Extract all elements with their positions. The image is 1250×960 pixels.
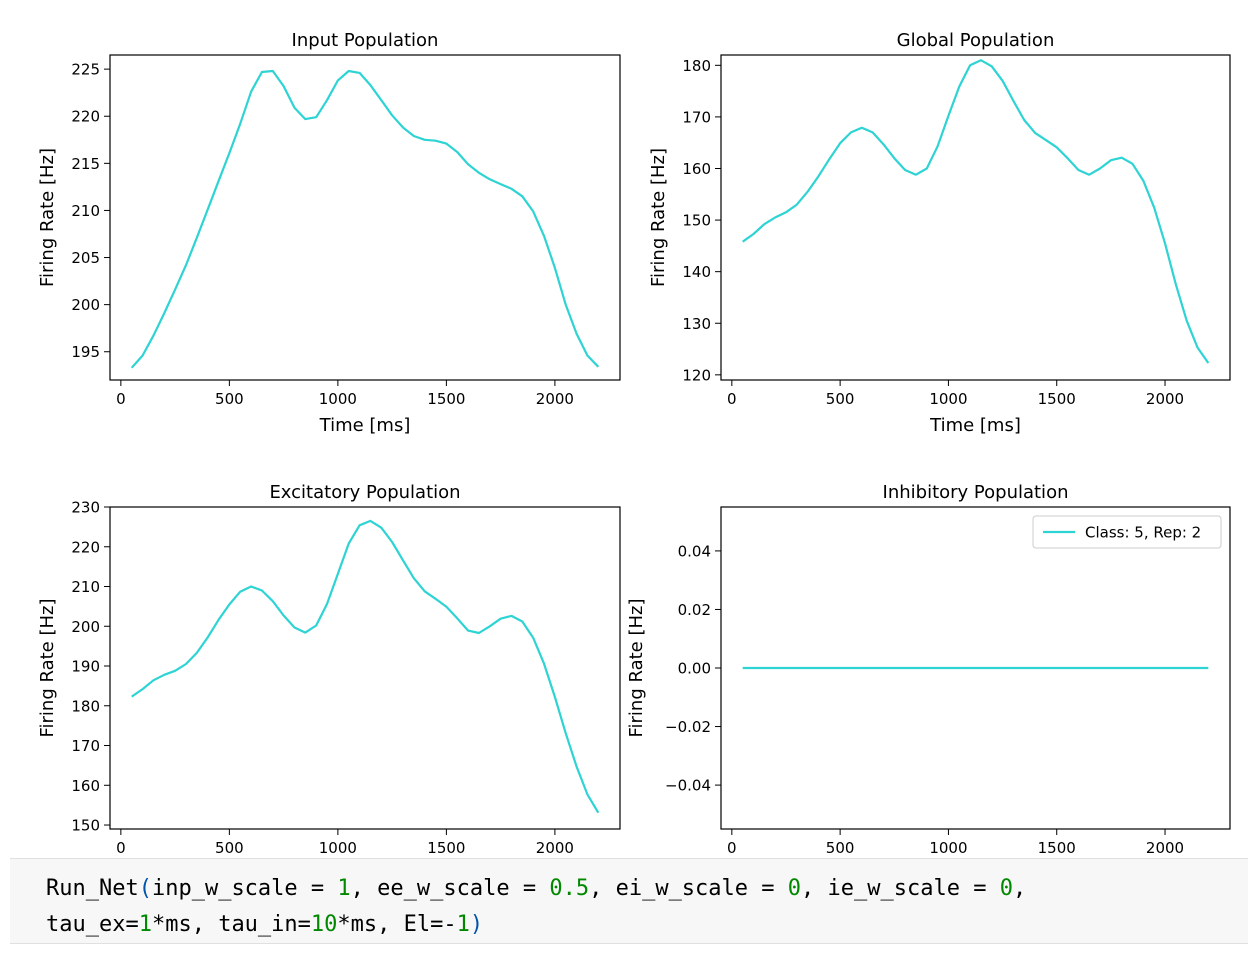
x-tick-label: 1000 bbox=[319, 390, 357, 408]
y-tick-label: 130 bbox=[682, 315, 711, 333]
axes-frame bbox=[109, 54, 621, 381]
x-tick-label: 1000 bbox=[929, 390, 967, 408]
code-paren: ) bbox=[469, 912, 484, 937]
code-number: 1 bbox=[138, 912, 152, 937]
chart-figure: 0 500 1000 1500 2000195200205210215220225Inp… bbox=[37, 30, 1231, 857]
code-text: inp_w_scale = bbox=[151, 876, 338, 901]
legend-label: Class: 5, Rep: 2 bbox=[1085, 524, 1201, 542]
chart-panel-4: 0 500 1000 1500 2000 −0.04 −0.02 0.00 0.02 0.04 In… bbox=[626, 482, 1231, 857]
code-text: *ms, El=- bbox=[337, 912, 457, 937]
y-tick-label: −0.02 bbox=[665, 718, 711, 736]
series-line bbox=[131, 519, 600, 814]
y-tick-label: 170 bbox=[682, 108, 711, 126]
code-text: , ee_w_scale = bbox=[350, 876, 550, 901]
figure-area: 0 500 1000 1500 2000 195 200 205 210 215 220 225 Inp… bbox=[37, 30, 1231, 857]
chart-title: Global Population bbox=[897, 30, 1055, 51]
x-tick-label: 0 bbox=[116, 390, 126, 408]
code-text: tau_ex= bbox=[46, 912, 139, 937]
y-tick-label: 225 bbox=[71, 61, 100, 79]
code-text: Run_Net bbox=[46, 876, 139, 901]
y-axis-label: Firing Rate [Hz] bbox=[626, 598, 647, 737]
code-number: 0 bbox=[787, 876, 802, 901]
y-tick-label: 170 bbox=[71, 737, 100, 755]
series-line bbox=[130, 69, 600, 369]
x-tick-label: 2000 bbox=[536, 390, 574, 408]
code-text: , ie_w_scale = bbox=[801, 876, 1000, 901]
y-tick-label: 0.00 bbox=[678, 660, 711, 678]
x-tick-label: 1500 bbox=[1038, 390, 1076, 408]
y-tick-label: 180 bbox=[71, 697, 100, 715]
chart-title: Inhibitory Population bbox=[883, 482, 1069, 503]
x-tick-label: 500 bbox=[215, 390, 244, 408]
y-tick-label: 220 bbox=[71, 108, 100, 126]
y-tick-label: 200 bbox=[71, 296, 100, 314]
y-tick-label: 200 bbox=[71, 618, 100, 636]
series-line bbox=[742, 59, 1210, 364]
y-tick-label: 140 bbox=[682, 263, 711, 281]
code-cell[interactable]: Run_Net(inp_w_scale = 1, ee_w_scale = 0.… bbox=[10, 858, 1248, 944]
code-number: 1 bbox=[337, 876, 351, 901]
y-tick-label: 215 bbox=[71, 155, 100, 173]
y-tick-label: 150 bbox=[682, 212, 711, 230]
y-tick-label: 160 bbox=[682, 160, 711, 178]
x-tick-label: 1500 bbox=[427, 839, 465, 857]
y-tick-label: 180 bbox=[682, 57, 711, 75]
y-tick-label: 195 bbox=[71, 343, 100, 361]
y-tick-label: 190 bbox=[71, 658, 100, 676]
code-text: , ei_w_scale = bbox=[589, 876, 788, 901]
y-tick-label: 150 bbox=[71, 817, 100, 835]
x-tick-label: 0 bbox=[116, 839, 126, 857]
x-tick-label: 500 bbox=[826, 390, 855, 408]
y-tick-label: 120 bbox=[682, 366, 711, 384]
y-tick-label: −0.04 bbox=[665, 777, 711, 795]
y-tick-label: 230 bbox=[71, 499, 100, 517]
code-paren: ( bbox=[138, 876, 152, 901]
x-axis-label: Time [ms] bbox=[319, 415, 411, 436]
legend-box bbox=[1032, 515, 1222, 549]
chart-panel-1: 0 500 1000 1500 2000 195 200 205 210 215 220 225 Inp… bbox=[37, 30, 621, 436]
legend: Class: 5, Rep: 2 bbox=[1032, 515, 1222, 549]
code-number: 0 bbox=[999, 876, 1013, 901]
y-tick-label: 220 bbox=[71, 538, 100, 556]
x-tick-label: 500 bbox=[215, 839, 244, 857]
x-tick-label: 2000 bbox=[1146, 390, 1184, 408]
x-tick-label: 1500 bbox=[427, 390, 465, 408]
y-tick-label: 0.02 bbox=[678, 601, 711, 619]
y-tick-label: 210 bbox=[71, 202, 100, 220]
x-tick-label: 0 bbox=[727, 390, 737, 408]
axes-frame bbox=[109, 506, 621, 830]
y-tick-label: 0.04 bbox=[678, 542, 711, 560]
x-tick-label: 2000 bbox=[536, 839, 574, 857]
code-text: *ms, tau_in= bbox=[151, 912, 311, 937]
chart-title: Excitatory Population bbox=[269, 482, 460, 503]
x-axis-label: Time [ms] bbox=[929, 415, 1021, 436]
y-axis-label: Firing Rate [Hz] bbox=[648, 148, 669, 287]
x-tick-label: 500 bbox=[826, 839, 855, 857]
y-tick-label: 160 bbox=[71, 777, 100, 795]
y-axis-label: Firing Rate [Hz] bbox=[37, 598, 58, 737]
x-tick-label: 0 bbox=[727, 839, 737, 857]
code-number: 0.5 bbox=[549, 876, 590, 901]
chart-panel-2: 0 500 1000 1500 2000 120 130 140 150 160 170 180 Glo… bbox=[648, 30, 1231, 436]
x-tick-label: 1000 bbox=[319, 839, 357, 857]
y-tick-label: 210 bbox=[71, 578, 100, 596]
x-tick-label: 1500 bbox=[1038, 839, 1076, 857]
code-number: 1 bbox=[456, 912, 470, 937]
axes-frame bbox=[720, 54, 1231, 381]
code-line: tau_ex=1*ms, tau_in=10*ms, El=-1) bbox=[46, 912, 483, 937]
code-number: 10 bbox=[310, 912, 338, 937]
x-tick-label: 1000 bbox=[929, 839, 967, 857]
code-text: , bbox=[1012, 876, 1027, 901]
code-line: Run_Net(inp_w_scale = 1, ee_w_scale = 0.… bbox=[46, 876, 1026, 901]
y-axis-label: Firing Rate [Hz] bbox=[37, 148, 58, 287]
y-tick-label: 205 bbox=[71, 249, 100, 267]
x-tick-label: 2000 bbox=[1146, 839, 1184, 857]
chart-panel-3: 0 500 1000 1500 2000 150 160 170 180 190 200 210 220… bbox=[37, 482, 621, 857]
chart-title: Input Population bbox=[292, 30, 439, 51]
